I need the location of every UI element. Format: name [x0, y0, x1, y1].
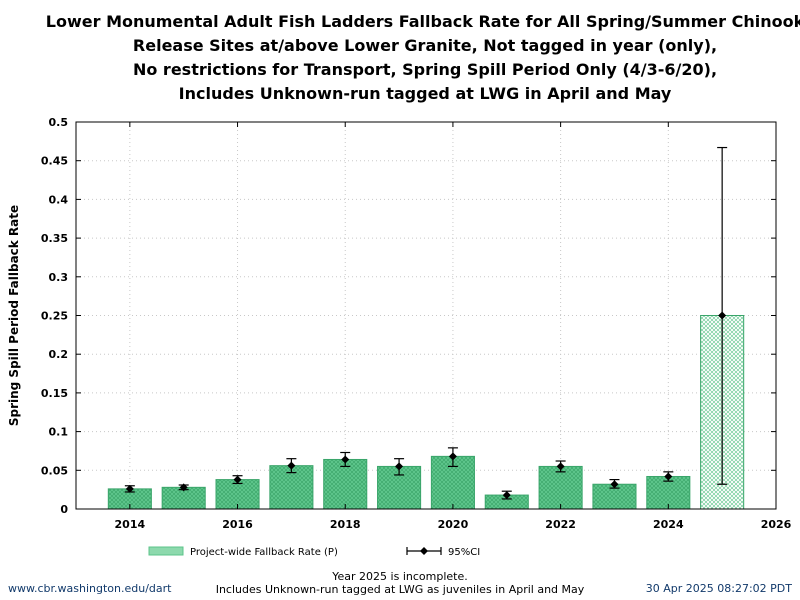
x-tick-label: 2022 [545, 518, 576, 531]
x-tick-label: 2020 [438, 518, 469, 531]
y-tick-label: 0 [60, 503, 68, 516]
ci-point-marker [556, 462, 565, 471]
ci-point-marker [502, 491, 511, 500]
legend-ci-label: 95%CI [448, 547, 480, 558]
footer-notes: Year 2025 is incomplete. Includes Unknow… [0, 570, 800, 596]
axes: 0 0.05 0.1 0.15 0.2 0.25 0.3 0.35 0.4 0.45 0.5 2014… [41, 116, 792, 531]
legend-bar-swatch [148, 546, 184, 556]
chart-title-line: Lower Monumental Adult Fish Ladders Fall… [45, 12, 800, 31]
ci-point-marker [664, 472, 673, 481]
ci-point-marker [610, 480, 619, 489]
y-tick-label: 0.15 [41, 387, 68, 400]
y-tick-label: 0.4 [49, 193, 69, 206]
chart-title: Lower Monumental Adult Fish Ladders Fall… [0, 10, 800, 106]
ci-point-marker [395, 462, 404, 471]
bars [107, 315, 745, 510]
footer-note-line: Includes Unknown-run tagged at LWG as ju… [215, 583, 585, 596]
legend-ci-marker [420, 547, 428, 555]
chart-title-line: No restrictions for Transport, Spring Sp… [132, 60, 718, 79]
y-tick-label: 0.05 [41, 464, 68, 477]
ci-point-marker [233, 475, 242, 484]
y-tick-label: 0.5 [49, 116, 69, 129]
chart-title-line: Release Sites at/above Lower Granite, No… [132, 36, 718, 55]
ci-point-marker [341, 455, 350, 464]
y-tick-label: 0.3 [49, 271, 69, 284]
ci-point-marker [287, 461, 296, 470]
ci-point-marker [179, 483, 188, 492]
x-tick-label: 2018 [330, 518, 361, 531]
footer-website: www.cbr.washington.edu/dart [8, 582, 172, 595]
legend: Project-wide Fallback Rate (P) 95%CI [148, 546, 480, 558]
x-tick-label: 2024 [653, 518, 684, 531]
y-tick-label: 0.45 [41, 155, 68, 168]
x-tick-label: 2016 [222, 518, 253, 531]
footer-note-line: Year 2025 is incomplete. [332, 570, 468, 583]
chart-title-line: Includes Unknown-run tagged at LWG in Ap… [178, 84, 672, 103]
legend-bar-label: Project-wide Fallback Rate (P) [190, 547, 338, 558]
ci-point-marker [448, 452, 457, 461]
y-tick-label: 0.25 [41, 310, 68, 323]
y-tick-label: 0.1 [49, 426, 69, 439]
y-tick-label: 0.2 [49, 348, 69, 361]
x-tick-label: 2026 [761, 518, 792, 531]
footer-timestamp: 30 Apr 2025 08:27:02 PDT [645, 582, 792, 595]
ci-point-marker [718, 311, 727, 320]
x-tick-label: 2014 [115, 518, 146, 531]
y-tick-label: 0.35 [41, 232, 68, 245]
bar [538, 465, 583, 510]
ci-point-marker [125, 484, 134, 493]
grid-lines [76, 122, 776, 509]
y-axis-label: Spring Spill Period Fallback Rate [7, 205, 21, 426]
error-bars [124, 146, 728, 500]
